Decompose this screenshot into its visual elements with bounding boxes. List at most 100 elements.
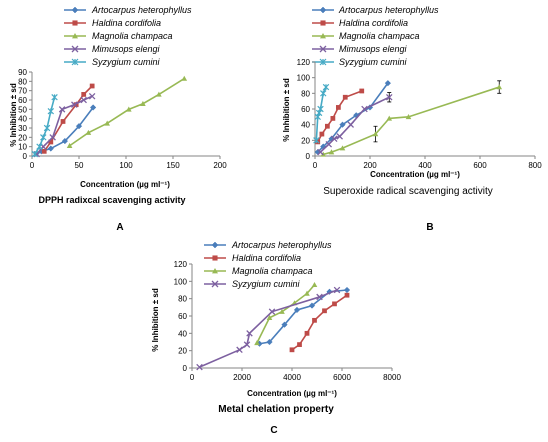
data-point <box>89 104 97 111</box>
x-tick-label: 0 <box>30 161 35 170</box>
data-point <box>339 121 346 128</box>
data-point <box>266 314 273 320</box>
data-point <box>281 321 288 328</box>
data-point <box>347 121 355 128</box>
panel-b-legend-item-2: Haldina cordifolia <box>312 18 408 28</box>
panel-a-legend-item-5: Syzygium cumini <box>64 57 161 67</box>
series-line <box>323 86 500 156</box>
legend-label: Magnolia champaca <box>92 31 173 41</box>
data-point <box>49 134 56 141</box>
panel-a: Artocarpus heterophyllus Haldina cordifo… <box>9 5 227 233</box>
legend-marker <box>319 6 327 14</box>
data-point <box>316 293 323 301</box>
legend-label: Mimusops elengi <box>92 44 161 54</box>
panel-b-y-axis-label: % Inhibition ± sd <box>282 78 291 142</box>
y-tick-label: 0 <box>23 152 28 161</box>
y-tick-label: 80 <box>178 295 187 304</box>
data-point <box>332 301 337 307</box>
data-point <box>297 342 302 347</box>
legend-marker <box>71 6 79 14</box>
data-point <box>85 129 92 135</box>
data-point <box>333 286 341 294</box>
y-tick-label: 60 <box>178 312 187 321</box>
data-point <box>289 347 295 353</box>
panel-b-legend-item-4: Mimusops elengi <box>312 44 408 54</box>
data-point <box>243 341 251 348</box>
y-tick-label: 30 <box>18 124 27 133</box>
data-point <box>140 100 146 106</box>
data-point <box>304 290 310 296</box>
legend-marker <box>212 255 218 261</box>
data-point <box>48 139 54 145</box>
data-point <box>336 133 344 140</box>
legend-marker <box>71 58 79 66</box>
x-tick-label: 0 <box>313 161 318 170</box>
data-point <box>317 105 324 113</box>
legend-marker <box>212 268 218 274</box>
data-point <box>313 137 320 144</box>
legend-marker <box>211 280 219 288</box>
y-tick-label: 40 <box>178 329 187 338</box>
y-tick-label: 80 <box>18 77 27 86</box>
legend-label: Artocarpus heterophyllus <box>338 5 439 15</box>
legend-label: Artocarpus heterophyllus <box>91 5 192 15</box>
data-point <box>319 131 325 137</box>
panel-a-legend-item-3: Magnolia champaca <box>64 31 173 41</box>
panel-c-legend-item-2: Haldina cordifolia <box>204 253 301 263</box>
panel-c-x-axis-label: Concentration (µg ml⁻¹) <box>247 389 337 398</box>
x-tick-label: 4000 <box>283 373 301 382</box>
data-point <box>81 92 87 97</box>
legend-label: Syzygium cumini <box>92 57 161 67</box>
x-tick-label: 800 <box>528 161 542 170</box>
y-tick-label: 80 <box>301 89 310 98</box>
data-point <box>304 330 310 336</box>
legend-label: Syzygium cumini <box>339 57 408 67</box>
legend-marker <box>72 33 78 39</box>
data-point <box>361 105 368 113</box>
legend-label: Haldina cordifolia <box>232 253 301 263</box>
x-tick-label: 600 <box>473 161 487 170</box>
panel-a-y-axis-label: % Inhibition ± sd <box>9 83 18 147</box>
data-point <box>320 90 327 97</box>
data-point <box>41 148 47 154</box>
panel-b-title: Superoxide radical scavenging activity <box>323 186 493 197</box>
series-line <box>69 77 185 147</box>
data-point <box>317 148 324 156</box>
data-point <box>196 363 203 371</box>
data-point <box>496 84 503 90</box>
panel-a-legend-item-2: Haldina cordifolia <box>64 18 161 28</box>
panel-a-legend-item-1: Artocarpus heterophyllus <box>64 5 192 15</box>
panel-a-x-axis-label: Concentration (µg ml⁻¹) <box>80 180 170 189</box>
data-point <box>293 306 301 314</box>
data-point <box>36 143 43 150</box>
data-point <box>344 292 350 298</box>
data-point <box>328 149 335 155</box>
legend-marker <box>72 20 78 26</box>
legend-marker <box>320 20 326 26</box>
data-point <box>384 79 392 87</box>
y-tick-label: 100 <box>174 277 188 286</box>
data-point <box>386 115 393 121</box>
x-tick-label: 100 <box>119 161 133 170</box>
data-point <box>104 120 110 126</box>
legend-label: Magnolia champaca <box>339 31 420 41</box>
y-tick-label: 20 <box>178 347 187 356</box>
panel-a-legend: Artocarpus heterophyllus Haldina cordifo… <box>64 5 192 67</box>
panel-a-legend-item-4: Mimusops elengi <box>64 44 161 54</box>
y-tick-label: 0 <box>306 152 311 161</box>
y-tick-label: 60 <box>301 105 310 114</box>
y-tick-label: 10 <box>18 143 27 152</box>
data-point <box>339 145 346 151</box>
panel-b-legend-item-3: Magnolia champaca <box>312 31 420 41</box>
y-tick-label: 20 <box>18 133 27 142</box>
legend-label: Magnolia champaca <box>232 266 313 276</box>
data-point <box>246 330 253 337</box>
data-point <box>405 114 412 120</box>
panel-c-legend-item-1: Artocarpus heterophyllus <box>204 240 332 250</box>
legend-label: Haldina cordifolia <box>339 18 408 28</box>
legend-marker <box>319 58 327 66</box>
data-point <box>40 134 47 141</box>
data-point <box>31 150 39 158</box>
x-tick-label: 200 <box>213 161 227 170</box>
